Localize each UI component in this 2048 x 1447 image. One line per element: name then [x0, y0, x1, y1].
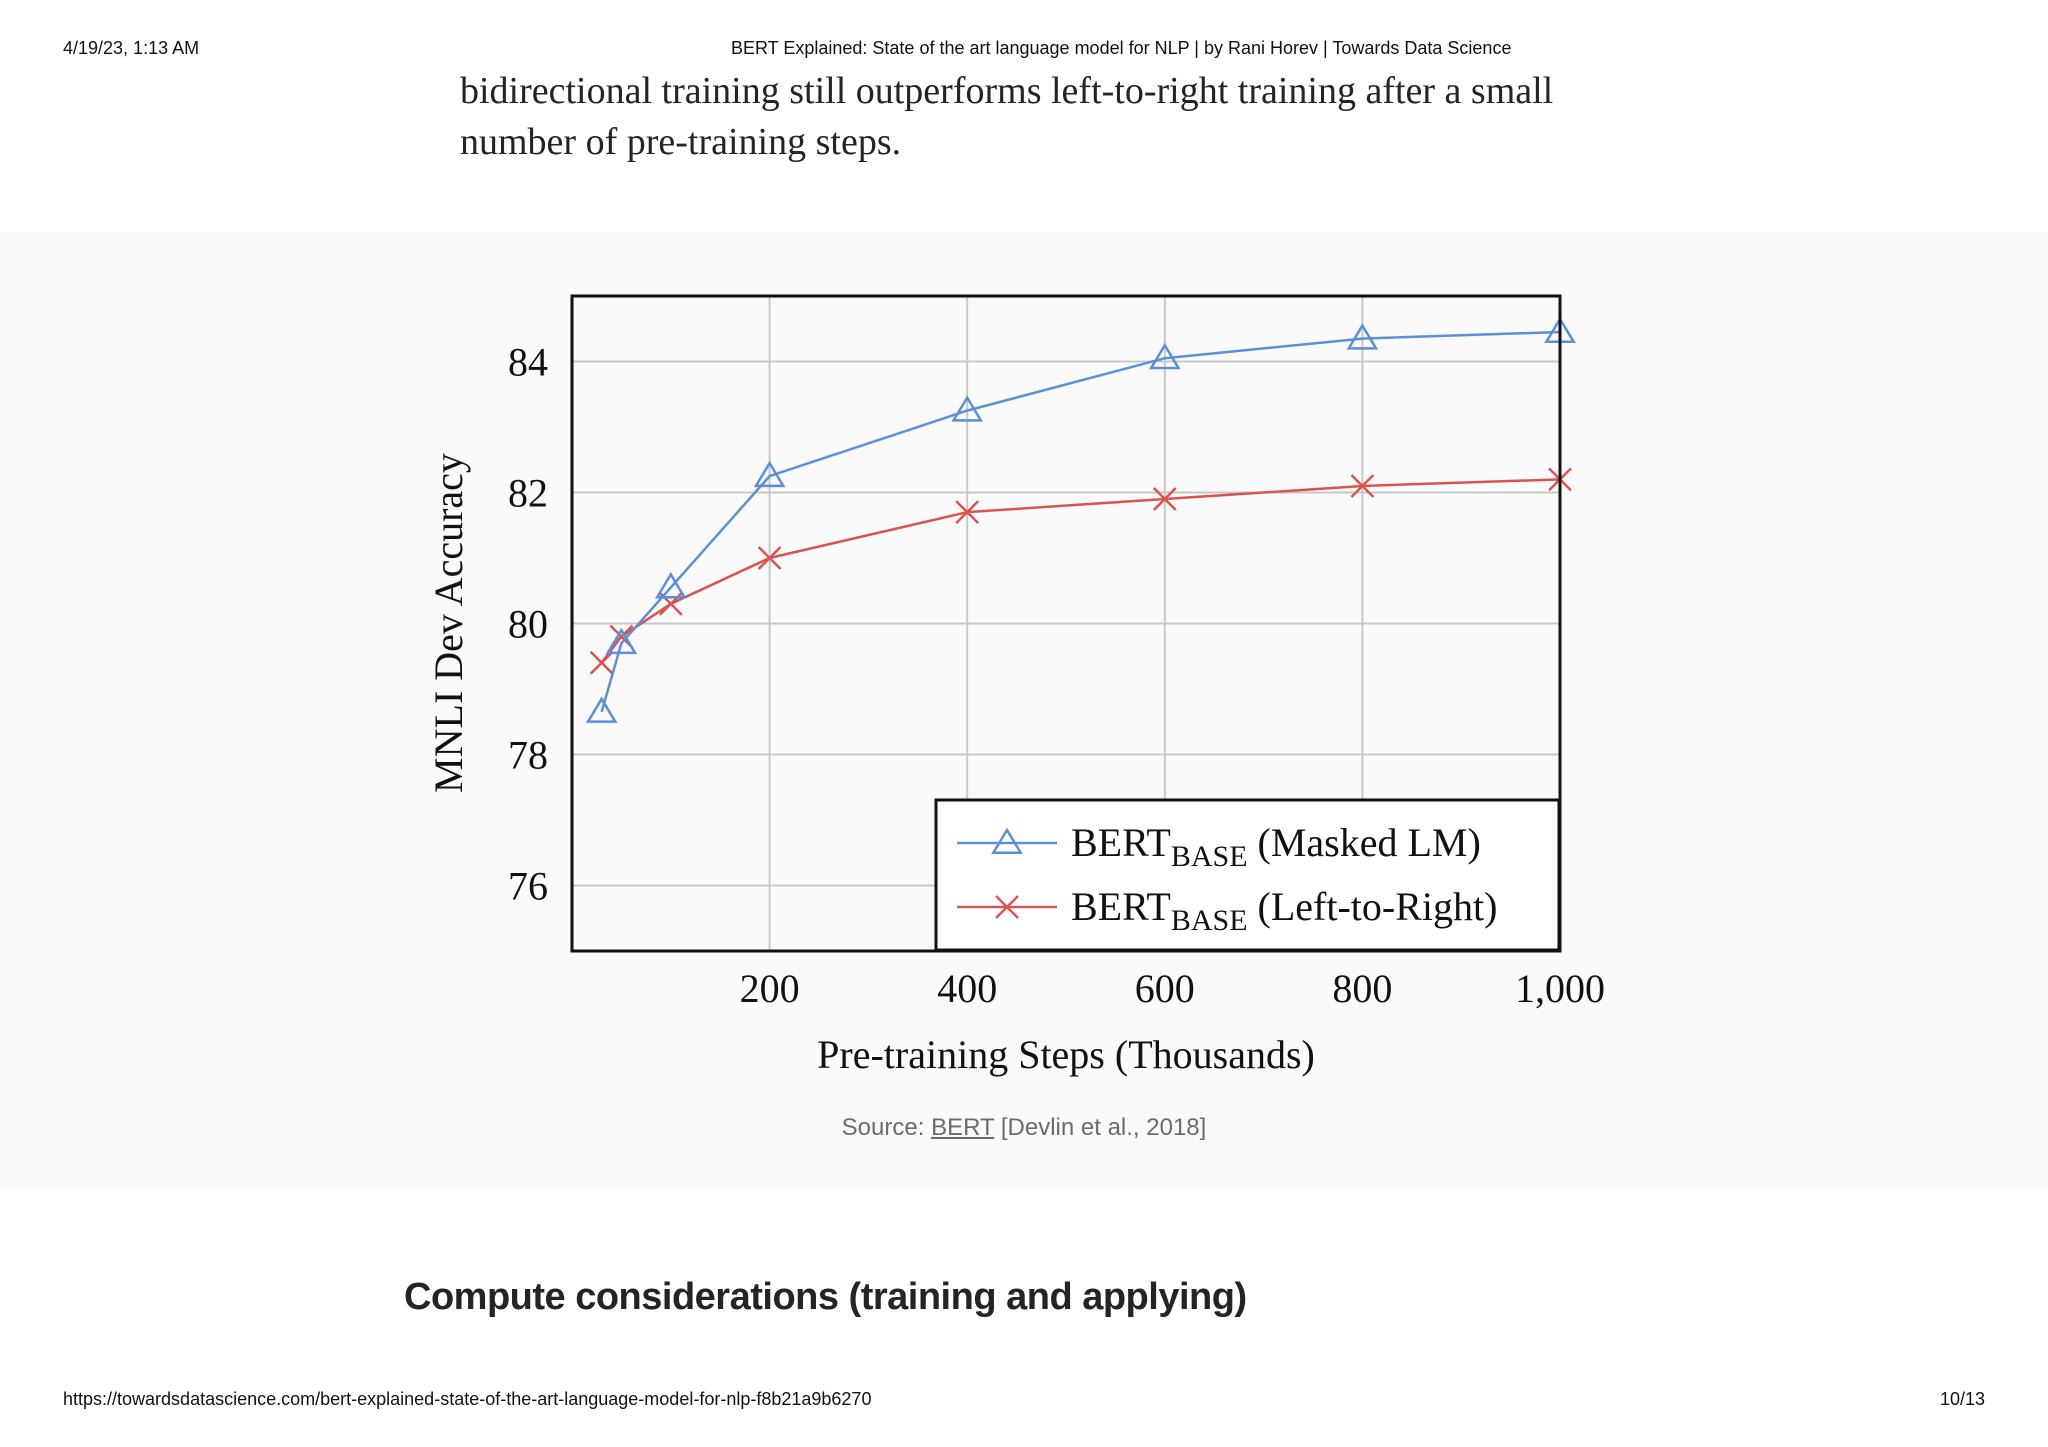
x-tick-label: 200 — [740, 966, 800, 1011]
x-marker-stroke — [1350, 474, 1375, 498]
data-point-masked-lm — [753, 460, 786, 488]
series-layer — [585, 316, 1576, 723]
intro-line: bidirectional training still outperforms… — [460, 70, 1554, 112]
x-marker-stroke — [757, 546, 782, 570]
x-axis-label: Pre-training Steps (Thousands) — [817, 1032, 1315, 1077]
x-tick-label: 800 — [1332, 966, 1392, 1011]
x-tick-label: 600 — [1135, 966, 1195, 1011]
data-point-left-to-right — [589, 650, 614, 675]
x-marker-stroke — [995, 895, 1019, 919]
data-point-left-to-right — [955, 500, 980, 525]
legend-name: BERT — [1071, 884, 1171, 929]
x-tick-label: 1,000 — [1515, 966, 1605, 1011]
chart-legend: BERTBASE (Masked LM)BERTBASE (Left-to-Ri… — [934, 798, 1561, 952]
print-page-title: BERT Explained: State of the art languag… — [731, 38, 1512, 58]
y-tick-label: 78 — [508, 733, 548, 778]
legend-box — [934, 798, 1561, 952]
tick-labels: 200 400 600 800 1,000 76 78 80 82 84 — [508, 340, 1605, 1012]
y-tick-label: 82 — [508, 471, 548, 516]
legend-name: BERT — [1071, 820, 1171, 865]
legend-label-left-to-right: BERTBASE (Left-to-Right) — [1071, 884, 1497, 937]
figure-caption: Source: BERT [Devlin et al., 2018] — [0, 1114, 2048, 1142]
y-tick-label: 84 — [508, 340, 548, 385]
data-point-masked-lm — [951, 395, 984, 422]
intro-paragraph: bidirectional training still outperforms… — [460, 66, 1710, 168]
data-point-left-to-right — [757, 546, 782, 570]
y-axis-label: MNLI Dev Accuracy — [426, 453, 471, 793]
legend-suffix: (Masked LM) — [1248, 820, 1481, 865]
data-point-masked-lm — [605, 627, 638, 655]
caption-prefix: Source: — [841, 1114, 932, 1141]
print-datetime: 4/19/23, 1:13 AM — [63, 38, 200, 58]
legend-marker-masked-lm — [991, 827, 1023, 854]
legend-marker-left-to-right — [995, 895, 1019, 919]
data-point-left-to-right — [1350, 474, 1375, 498]
figure-background — [0, 232, 2048, 1190]
x-marker-stroke — [589, 650, 614, 675]
data-point-masked-lm — [654, 572, 687, 599]
x-marker-stroke — [1152, 487, 1177, 511]
x-tick-label: 400 — [937, 966, 997, 1011]
caption-source-link[interactable]: BERT — [931, 1114, 995, 1141]
section-heading: Compute considerations (training and app… — [404, 1276, 1247, 1318]
data-point-masked-lm — [1346, 323, 1379, 350]
data-point-masked-lm — [585, 696, 618, 723]
print-url: https://towardsdatascience.com/bert-expl… — [63, 1389, 872, 1409]
print-page-number: 10/13 — [1940, 1389, 1986, 1409]
data-point-masked-lm — [1148, 342, 1181, 370]
x-marker-stroke — [955, 500, 980, 525]
legend-label-masked-lm: BERTBASE (Masked LM) — [1071, 820, 1481, 873]
y-tick-label: 76 — [508, 864, 548, 909]
data-point-left-to-right — [1152, 487, 1177, 511]
series-line-left-to-right — [600, 478, 1561, 664]
y-tick-label: 80 — [508, 602, 548, 647]
series-line-masked-lm — [600, 330, 1561, 713]
legend-subscript: BASE — [1171, 840, 1248, 873]
legend-subscript: BASE — [1171, 904, 1248, 937]
legend-suffix: (Left-to-Right) — [1248, 884, 1498, 929]
caption-suffix: [Devlin et al., 2018] — [994, 1114, 1207, 1141]
intro-line: number of pre-training steps. — [460, 121, 902, 163]
